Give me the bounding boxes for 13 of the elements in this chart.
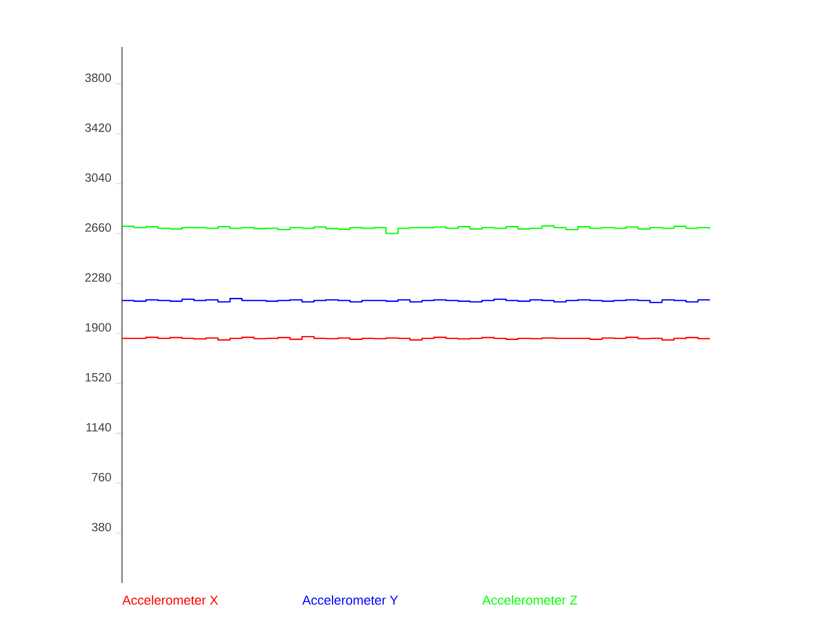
y-tick-label: 760 (92, 472, 112, 482)
y-tick-label: 380 (92, 522, 112, 532)
text: Accelerometer Y (302, 595, 398, 605)
y-tick-label: 2280 (85, 273, 112, 282)
y-tick-label: 3420 (85, 123, 112, 132)
text: Accelerometer X (122, 595, 218, 605)
text: Accelerometer Z (482, 595, 578, 605)
y-tick-label: 1900 (86, 323, 112, 332)
y-tick-label: 1140 (86, 422, 112, 432)
y-tick-label: 3800 (85, 74, 112, 82)
y-tick-label: 2660 (85, 223, 112, 232)
y-tick-label: 3040 (85, 173, 112, 182)
y-tick-label: 1520 (86, 373, 112, 382)
